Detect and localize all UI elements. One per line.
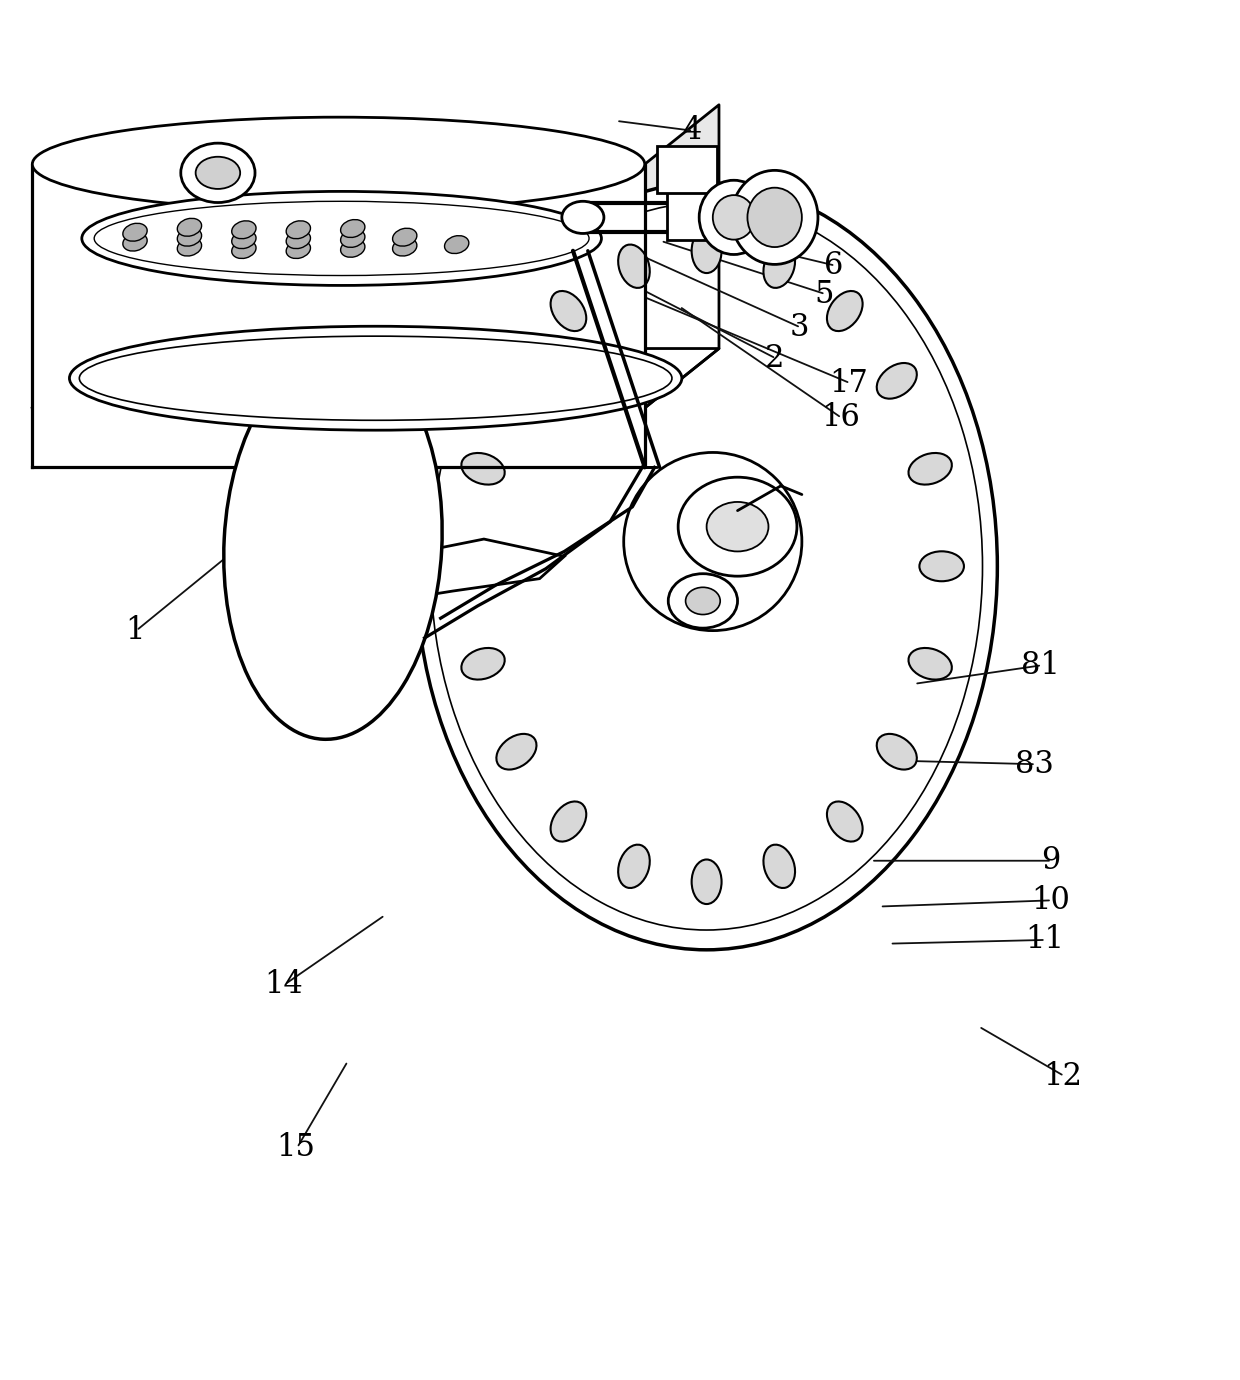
Text: 11: 11 (1025, 925, 1064, 955)
Ellipse shape (232, 230, 255, 248)
Text: 17: 17 (830, 367, 868, 399)
Ellipse shape (286, 240, 310, 258)
Ellipse shape (909, 453, 952, 484)
Ellipse shape (69, 326, 682, 431)
Ellipse shape (415, 182, 997, 949)
Ellipse shape (692, 229, 722, 273)
Polygon shape (645, 105, 719, 408)
Ellipse shape (32, 117, 645, 211)
Ellipse shape (877, 363, 916, 399)
Ellipse shape (624, 453, 802, 631)
Ellipse shape (461, 649, 505, 679)
Ellipse shape (678, 477, 797, 577)
Ellipse shape (393, 239, 417, 257)
Ellipse shape (341, 219, 365, 237)
Ellipse shape (393, 228, 417, 246)
Ellipse shape (177, 239, 202, 257)
Ellipse shape (686, 588, 720, 614)
Ellipse shape (877, 734, 916, 770)
Ellipse shape (286, 230, 310, 248)
Text: 14: 14 (264, 969, 303, 1000)
Ellipse shape (732, 170, 818, 265)
Ellipse shape (827, 802, 863, 842)
Ellipse shape (827, 291, 863, 331)
Ellipse shape (449, 551, 494, 581)
Ellipse shape (223, 349, 443, 740)
Ellipse shape (82, 192, 601, 286)
Polygon shape (32, 164, 645, 468)
Ellipse shape (177, 228, 202, 246)
Text: 5: 5 (815, 279, 833, 309)
Ellipse shape (232, 221, 255, 239)
Ellipse shape (341, 229, 365, 247)
Ellipse shape (444, 236, 469, 254)
Polygon shape (657, 146, 717, 193)
Ellipse shape (181, 144, 255, 203)
Text: 16: 16 (821, 403, 859, 433)
Ellipse shape (909, 649, 952, 679)
Text: 3: 3 (790, 312, 810, 344)
Text: 9: 9 (1040, 845, 1060, 876)
Ellipse shape (562, 201, 604, 233)
Ellipse shape (668, 574, 738, 628)
Text: 81: 81 (1022, 650, 1060, 680)
Ellipse shape (764, 244, 795, 288)
Ellipse shape (461, 453, 505, 484)
Text: 2: 2 (765, 342, 785, 374)
Ellipse shape (496, 734, 537, 770)
Text: 1: 1 (125, 615, 145, 646)
Text: 12: 12 (1043, 1060, 1083, 1092)
Text: 10: 10 (1032, 885, 1070, 916)
Ellipse shape (177, 218, 202, 236)
Polygon shape (345, 540, 564, 600)
Text: 15: 15 (277, 1132, 315, 1163)
Ellipse shape (748, 188, 802, 247)
Polygon shape (667, 186, 725, 240)
Text: 83: 83 (1016, 749, 1054, 780)
Ellipse shape (196, 157, 241, 189)
Ellipse shape (341, 239, 365, 257)
Ellipse shape (496, 363, 537, 399)
Ellipse shape (619, 244, 650, 288)
Text: 4: 4 (682, 116, 702, 146)
Ellipse shape (713, 195, 755, 240)
Ellipse shape (692, 860, 722, 904)
Ellipse shape (699, 181, 769, 254)
Ellipse shape (551, 802, 587, 842)
Ellipse shape (551, 291, 587, 331)
Ellipse shape (764, 845, 795, 887)
Text: 6: 6 (825, 250, 843, 282)
Ellipse shape (123, 224, 148, 241)
Ellipse shape (919, 551, 963, 581)
Ellipse shape (123, 233, 148, 251)
Polygon shape (32, 349, 719, 408)
Ellipse shape (232, 240, 255, 258)
Ellipse shape (707, 502, 769, 552)
Ellipse shape (286, 221, 310, 239)
Ellipse shape (619, 845, 650, 887)
